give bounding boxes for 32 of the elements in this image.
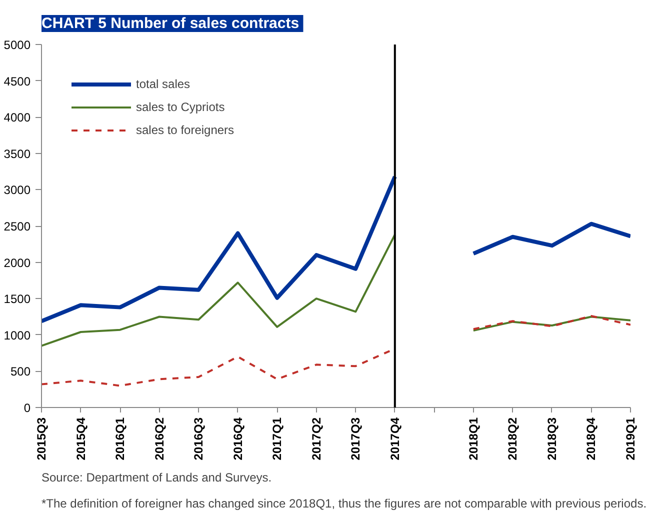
y-tick-label: 3000 — [4, 183, 31, 198]
y-tick-label: 2500 — [4, 220, 31, 234]
x-tick-label: 2017Q1 — [270, 417, 284, 460]
y-tick-label: 2000 — [4, 256, 31, 270]
y-tick-label: 4000 — [4, 110, 31, 125]
x-tick-label: 2016Q3 — [192, 417, 206, 460]
y-tick-label: 1000 — [4, 328, 31, 342]
text: *The definition of foreigner has changed since 2018Q1, thus the figures are not comparable with previous periods. — [42, 496, 647, 510]
x-tick-label: 2016Q2 — [152, 417, 166, 460]
x-tick-label: 2015Q3 — [34, 417, 48, 460]
legend-label: sales to foreigners — [136, 123, 234, 137]
x-tick-label: 2019Q1 — [624, 417, 638, 460]
x-tick-label: 2017Q4 — [388, 417, 402, 460]
y-tick-label: 3500 — [4, 146, 31, 161]
x-tick-label: 2015Q4 — [74, 417, 88, 460]
x-tick-label: 2016Q4 — [230, 417, 245, 460]
x-tick-label: 2017Q3 — [348, 417, 363, 460]
x-tick-label: 2018Q3 — [544, 417, 559, 460]
y-tick-label: 5000 — [4, 38, 31, 52]
x-tick-label: 2018Q1 — [466, 417, 480, 460]
x-tick-label: 2018Q2 — [506, 417, 520, 460]
legend-label: total sales — [136, 77, 190, 91]
y-tick-label: 1500 — [4, 292, 31, 306]
chart-title: CHART 5 Number of sales contracts — [42, 15, 300, 32]
x-tick-label: 2017Q2 — [309, 417, 324, 460]
x-tick-label: 2016Q1 — [113, 417, 128, 460]
y-tick-label: 0 — [24, 401, 31, 415]
x-tick-label: 2018Q4 — [584, 417, 598, 460]
legend-label: sales to Cypriots — [136, 100, 225, 114]
source-note: Source: Department of Lands and Surveys. — [42, 470, 272, 484]
y-tick-label: 4500 — [4, 74, 31, 88]
y-tick-label: 500 — [10, 364, 31, 379]
